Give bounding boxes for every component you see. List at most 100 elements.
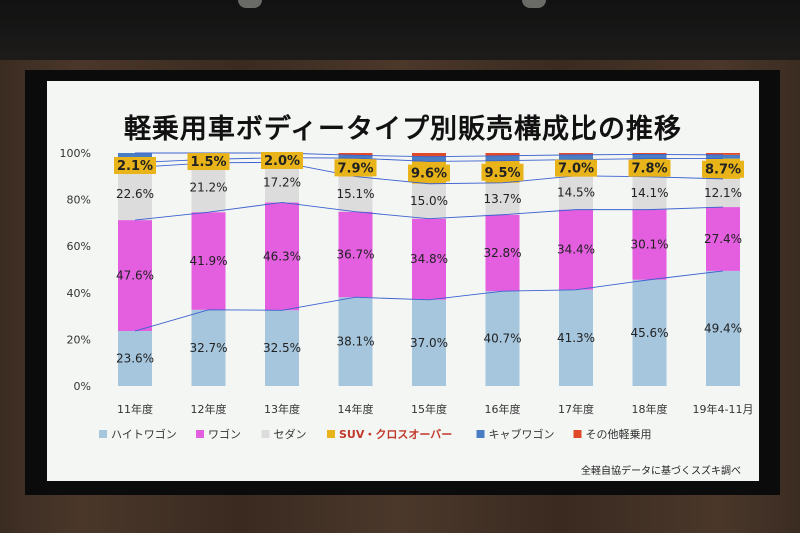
y-tick-label: 60% <box>67 240 91 253</box>
x-tick-label: 13年度 <box>264 402 300 416</box>
data-label: 9.5% <box>484 166 520 181</box>
x-tick-label: 15年度 <box>411 402 447 416</box>
bar-segment <box>559 154 593 160</box>
data-label: 21.2% <box>189 180 227 194</box>
projection-screen: 軽乗用車ボディータイプ別販売構成比の推移 0% 20% 40% 60% 80% 100% 1… <box>47 81 759 481</box>
boundary-line <box>134 270 724 332</box>
bar-segment <box>338 211 373 298</box>
data-label: 49.4% <box>704 321 742 335</box>
data-label: 7.9% <box>337 161 373 176</box>
x-tick-label: 12年度 <box>191 402 227 416</box>
bar-segment <box>632 154 667 159</box>
data-label: 22.6% <box>116 187 154 201</box>
x-tick-label: 16年度 <box>485 402 521 416</box>
data-label: 37.0% <box>410 336 448 350</box>
ceiling <box>0 0 800 70</box>
data-label: 45.6% <box>630 326 668 340</box>
data-label: 17.2% <box>263 175 301 189</box>
data-label: 12.1% <box>704 186 742 200</box>
data-label-highlight <box>408 164 450 182</box>
bar-segment <box>338 297 373 386</box>
data-label: 14.1% <box>630 186 668 200</box>
data-label: 2.1% <box>117 159 153 174</box>
bar-segment <box>559 289 593 386</box>
data-label: 7.0% <box>558 162 594 177</box>
data-label-highlight <box>114 156 156 174</box>
bar-segment <box>118 167 152 221</box>
bar-segment <box>191 212 226 310</box>
bar-segment <box>706 154 740 159</box>
bar-segment <box>412 218 446 300</box>
data-label: 8.7% <box>705 163 741 178</box>
x-tick-label: 17年度 <box>558 402 594 416</box>
boundary-line <box>134 201 724 221</box>
bar-segment <box>412 299 446 386</box>
data-label-highlight <box>261 151 303 169</box>
data-label: 40.7% <box>483 332 521 346</box>
boundary-line <box>134 161 724 185</box>
bar-segment <box>338 176 373 212</box>
boundary-line <box>134 157 723 164</box>
data-label: 46.3% <box>263 249 301 263</box>
y-tick-label: 80% <box>67 194 91 207</box>
boundary-line <box>135 152 724 158</box>
bar-segment <box>706 270 740 386</box>
data-label: 13.7% <box>483 192 521 206</box>
legend-label: ワゴン <box>208 427 241 441</box>
data-label: 23.6% <box>116 352 154 366</box>
y-tick-label: 20% <box>67 333 91 346</box>
legend-swatch <box>476 430 485 438</box>
legend-label: ハイトワゴン <box>111 427 177 441</box>
data-label: 32.5% <box>263 341 301 355</box>
y-tick-label: 0% <box>74 380 91 393</box>
bar-segment <box>485 291 520 386</box>
bar-segment <box>412 153 446 157</box>
legend-label: その他軽乗用 <box>586 428 652 441</box>
bar-segment <box>265 310 299 386</box>
data-label: 32.8% <box>483 246 521 260</box>
data-label: 7.8% <box>631 162 667 177</box>
bar-segment <box>338 153 373 156</box>
bar-segment <box>559 153 593 155</box>
data-label: 47.6% <box>116 269 154 283</box>
bar-segment <box>706 153 740 155</box>
bar-segment <box>559 175 593 210</box>
data-label-highlight <box>334 159 377 177</box>
data-label: 2.0% <box>264 154 300 169</box>
data-label: 32.7% <box>189 341 227 355</box>
bar-segment <box>485 214 520 292</box>
source-footnote: 全軽自協データに基づくスズキ調べ <box>581 466 741 477</box>
data-label: 9.6% <box>411 167 447 182</box>
legend-label: キャブワゴン <box>489 427 555 441</box>
data-label: 1.5% <box>190 155 226 170</box>
stacked-bar-chart: 0% 20% 40% 60% 80% 100% 11年度 12年度 13年度 14年度 15年度 16… <box>60 147 754 441</box>
data-label: 38.1% <box>336 335 374 349</box>
bar-segment <box>632 153 667 155</box>
bar-segment <box>485 182 520 215</box>
ceiling-light <box>238 0 262 8</box>
x-tick-label: 19年4-11月 <box>693 402 754 416</box>
data-label-highlight <box>702 160 744 178</box>
bar-segment <box>632 176 667 210</box>
bar-segment <box>412 156 446 162</box>
bar-segment <box>559 209 593 290</box>
data-label: 27.4% <box>704 232 742 246</box>
x-tick-label: 14年度 <box>338 402 374 416</box>
bar-segment <box>632 209 667 280</box>
x-tick-label: 11年度 <box>117 402 153 416</box>
data-label-highlight <box>628 159 671 177</box>
legend-swatch <box>99 430 107 438</box>
legend-label: セダン <box>274 427 307 441</box>
bar-segment <box>706 207 740 271</box>
legend-swatch <box>573 430 582 438</box>
legend-swatch <box>196 430 204 438</box>
chart-title: 軽乗用車ボディータイプ別販売構成比の推移 <box>123 114 683 145</box>
bar-segment <box>412 183 446 219</box>
bar-segment <box>485 153 520 156</box>
data-label-highlight <box>555 159 597 177</box>
bar-segment <box>191 162 226 213</box>
data-label-highlight <box>187 153 230 171</box>
legend-label: SUV・クロスオーバー <box>339 428 452 441</box>
ceiling-light <box>522 0 546 8</box>
bar-segment <box>338 155 373 159</box>
